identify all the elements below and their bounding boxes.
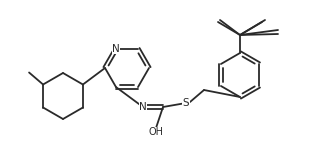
Text: N: N	[112, 44, 120, 54]
Text: OH: OH	[149, 127, 163, 137]
Text: S: S	[183, 98, 189, 108]
Text: N: N	[139, 102, 147, 112]
